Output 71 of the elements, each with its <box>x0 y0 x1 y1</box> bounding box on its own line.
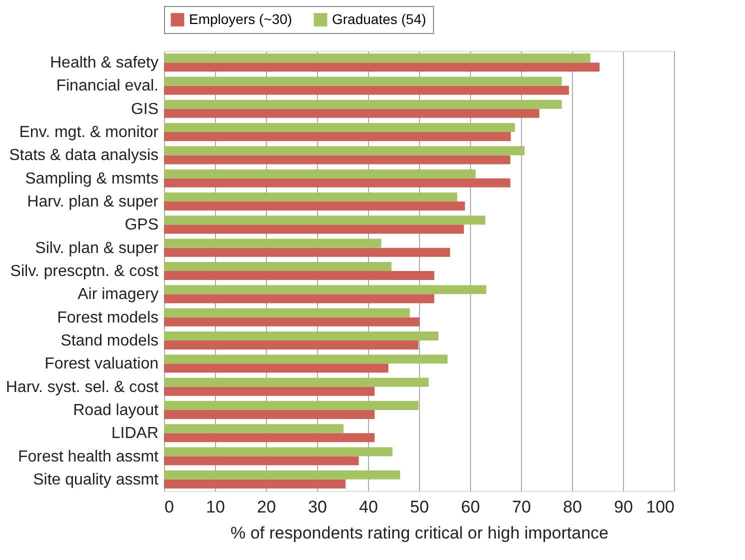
legend-label: Employers (~30) <box>189 10 292 27</box>
x-tick-label: 50 <box>410 498 429 516</box>
bar <box>164 123 515 132</box>
bar <box>164 262 392 271</box>
bar <box>164 132 511 142</box>
y-tick-label: Health & safety <box>50 54 158 72</box>
x-tick-label: 30 <box>308 498 327 516</box>
y-tick-label: Stats & data analysis <box>9 147 158 164</box>
bar <box>164 433 375 442</box>
bar <box>164 224 464 234</box>
x-tick-label: 0 <box>164 498 174 516</box>
y-tick-label: Forest health assmt <box>18 448 160 466</box>
y-tick-label: Forest models <box>57 309 158 326</box>
bar <box>164 146 525 156</box>
bar <box>164 216 486 225</box>
bar <box>164 386 375 396</box>
y-tick-label: GPS <box>124 216 158 234</box>
bar <box>164 248 450 257</box>
x-tick-label: 90 <box>614 498 633 516</box>
y-tick-label: Harv. syst. sel. & cost <box>6 378 160 396</box>
bar <box>164 86 569 95</box>
x-tick-label: 60 <box>461 498 480 516</box>
y-tick-label: Financial eval. <box>56 78 158 95</box>
bar <box>164 54 590 63</box>
y-tick-label: Sampling & msmts <box>25 170 158 188</box>
bar <box>164 308 410 318</box>
bar <box>164 192 458 202</box>
bar <box>164 285 486 294</box>
bar <box>164 470 400 480</box>
bar <box>164 424 344 434</box>
y-tick-label: Site quality assmt <box>33 471 160 488</box>
bar <box>164 76 562 86</box>
x-tick-label: 10 <box>206 498 225 516</box>
x-tick-label: 100 <box>646 498 674 516</box>
bar <box>164 447 392 456</box>
bar <box>164 62 600 72</box>
legend-label: Graduates (54) <box>332 10 426 27</box>
y-tick-label: Road layout <box>73 402 160 419</box>
x-axis-title: % of respondents rating critical or high importance <box>230 524 608 542</box>
x-tick-label: 40 <box>359 498 378 516</box>
y-tick-label: Forest valuation <box>44 356 158 373</box>
bar <box>164 108 540 118</box>
y-tick-label: Silv. prescptn. & cost <box>10 263 160 280</box>
bar <box>164 331 438 340</box>
bar <box>164 354 448 364</box>
bar <box>164 238 382 248</box>
bar <box>164 178 510 188</box>
x-tick-label: 20 <box>257 498 276 516</box>
bar <box>164 340 418 350</box>
bar <box>164 155 510 164</box>
y-tick-label: Harv. plan & super <box>27 194 160 211</box>
y-tick-label: Env. mgt. & monitor <box>19 124 160 142</box>
bar <box>164 410 375 419</box>
y-tick-label: GIS <box>130 100 158 118</box>
bar <box>164 202 465 211</box>
bar <box>164 271 434 280</box>
x-tick-label: 80 <box>563 498 582 516</box>
bar <box>164 169 476 178</box>
y-tick-label: LIDAR <box>111 425 158 442</box>
bar <box>164 100 562 109</box>
bar <box>164 294 434 304</box>
bar <box>164 364 388 373</box>
y-tick-label: Silv. plan & super <box>35 240 160 257</box>
y-tick-label: Stand models <box>60 332 158 350</box>
bar <box>164 378 429 387</box>
bar <box>164 456 359 466</box>
y-tick-label: Air imagery <box>78 286 158 304</box>
x-tick-label: 70 <box>512 498 531 516</box>
bar <box>164 317 420 326</box>
bar <box>164 400 418 410</box>
bar <box>164 479 346 488</box>
